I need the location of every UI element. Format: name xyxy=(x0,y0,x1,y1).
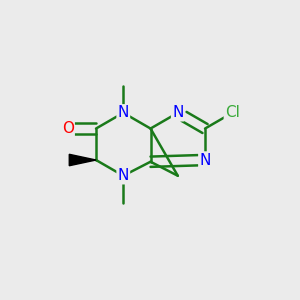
Text: N: N xyxy=(172,105,184,120)
Text: Cl: Cl xyxy=(225,105,240,120)
Text: O: O xyxy=(62,121,74,136)
Text: N: N xyxy=(118,105,129,120)
Polygon shape xyxy=(69,154,96,166)
Text: N: N xyxy=(118,168,129,183)
Text: N: N xyxy=(200,152,211,167)
